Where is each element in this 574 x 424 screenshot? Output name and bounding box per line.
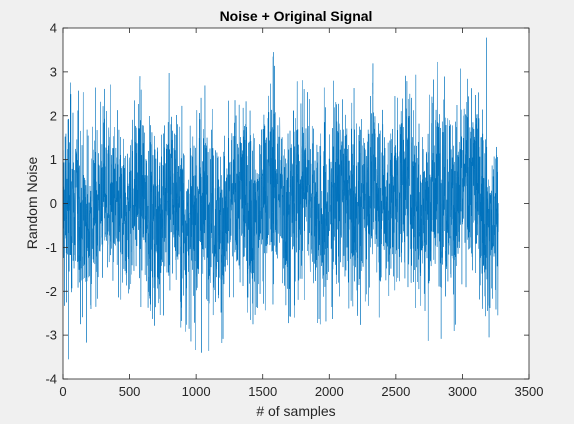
y-tick-label: 2: [50, 108, 57, 123]
x-tick-label: 2500: [381, 384, 410, 399]
y-tick-label: -2: [45, 284, 57, 299]
x-axis-label: # of samples: [256, 403, 335, 419]
y-tick-label: -1: [45, 240, 57, 255]
y-tick-label: -4: [45, 372, 57, 387]
y-axis-label: Random Noise: [24, 156, 40, 249]
x-tick-label: 1000: [182, 384, 211, 399]
x-tick-label: 3000: [448, 384, 477, 399]
y-tick-label: 4: [50, 21, 57, 36]
x-tick-label: 1500: [248, 384, 277, 399]
y-tick-label: -3: [45, 328, 57, 343]
series-layer: [62, 37, 499, 360]
y-tick-label: 1: [50, 152, 57, 167]
x-tick-label: 0: [59, 384, 66, 399]
chart-title: Noise + Original Signal: [220, 8, 373, 24]
x-tick-label: 500: [119, 384, 141, 399]
x-tick-label: 3500: [515, 384, 544, 399]
y-tick-label: 0: [50, 196, 57, 211]
y-tick-label: 3: [50, 64, 57, 79]
ticks-layer: 0 500 1000 1500 2000 2500 3000 3500 -4 -3 -2 -1 0 1 2 3…: [45, 21, 543, 400]
x-tick-label: 2000: [315, 384, 344, 399]
noise-series-line: [62, 37, 499, 360]
